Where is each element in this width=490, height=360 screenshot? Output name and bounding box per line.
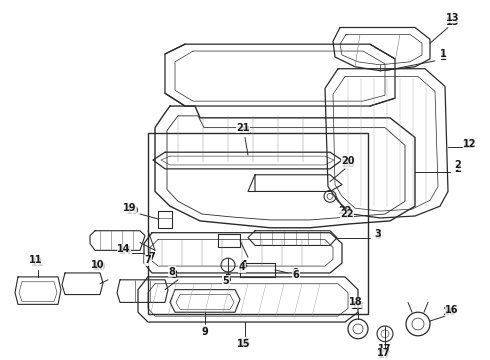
- Text: 2: 2: [455, 160, 462, 170]
- Text: 14: 14: [119, 246, 133, 256]
- Text: 10: 10: [93, 262, 107, 272]
- Text: 20: 20: [341, 159, 355, 169]
- Bar: [148, 132, 368, 314]
- Text: 1: 1: [440, 52, 446, 62]
- Text: 7: 7: [148, 252, 155, 262]
- Text: 4: 4: [241, 260, 247, 270]
- Text: 6: 6: [292, 268, 298, 278]
- Text: 11: 11: [31, 258, 45, 268]
- Text: 3: 3: [375, 229, 381, 239]
- Text: 5: 5: [222, 276, 229, 286]
- Text: 18: 18: [351, 301, 365, 311]
- Text: 12: 12: [463, 139, 477, 149]
- Text: 13: 13: [446, 13, 460, 23]
- Text: 17: 17: [378, 350, 392, 360]
- Text: 13: 13: [446, 17, 460, 27]
- Text: 21: 21: [236, 123, 250, 132]
- Text: 19: 19: [123, 203, 137, 213]
- Text: 22: 22: [340, 209, 354, 219]
- Text: 20: 20: [341, 156, 355, 166]
- Text: 12: 12: [462, 140, 476, 150]
- Text: 22: 22: [338, 206, 352, 216]
- Text: 21: 21: [238, 126, 252, 136]
- Text: 2: 2: [455, 164, 462, 174]
- Text: 9: 9: [201, 326, 208, 336]
- Text: 8: 8: [171, 270, 177, 280]
- Text: 3: 3: [375, 231, 381, 240]
- Text: 4: 4: [239, 262, 245, 272]
- Text: 18: 18: [349, 297, 363, 307]
- Text: 8: 8: [169, 267, 175, 277]
- Text: 7: 7: [145, 255, 151, 265]
- Text: 17: 17: [378, 343, 392, 354]
- Text: 14: 14: [117, 244, 131, 255]
- Text: 10: 10: [91, 260, 105, 270]
- Text: 19: 19: [126, 206, 140, 216]
- Text: 6: 6: [293, 270, 299, 280]
- Text: 5: 5: [224, 274, 231, 284]
- Text: 15: 15: [238, 338, 252, 348]
- Text: 9: 9: [201, 327, 208, 337]
- Text: 11: 11: [29, 255, 43, 265]
- Text: 16: 16: [443, 307, 457, 317]
- Text: 1: 1: [440, 49, 446, 59]
- Text: 17: 17: [377, 348, 391, 359]
- Text: 16: 16: [445, 305, 459, 315]
- Text: 15: 15: [237, 339, 251, 348]
